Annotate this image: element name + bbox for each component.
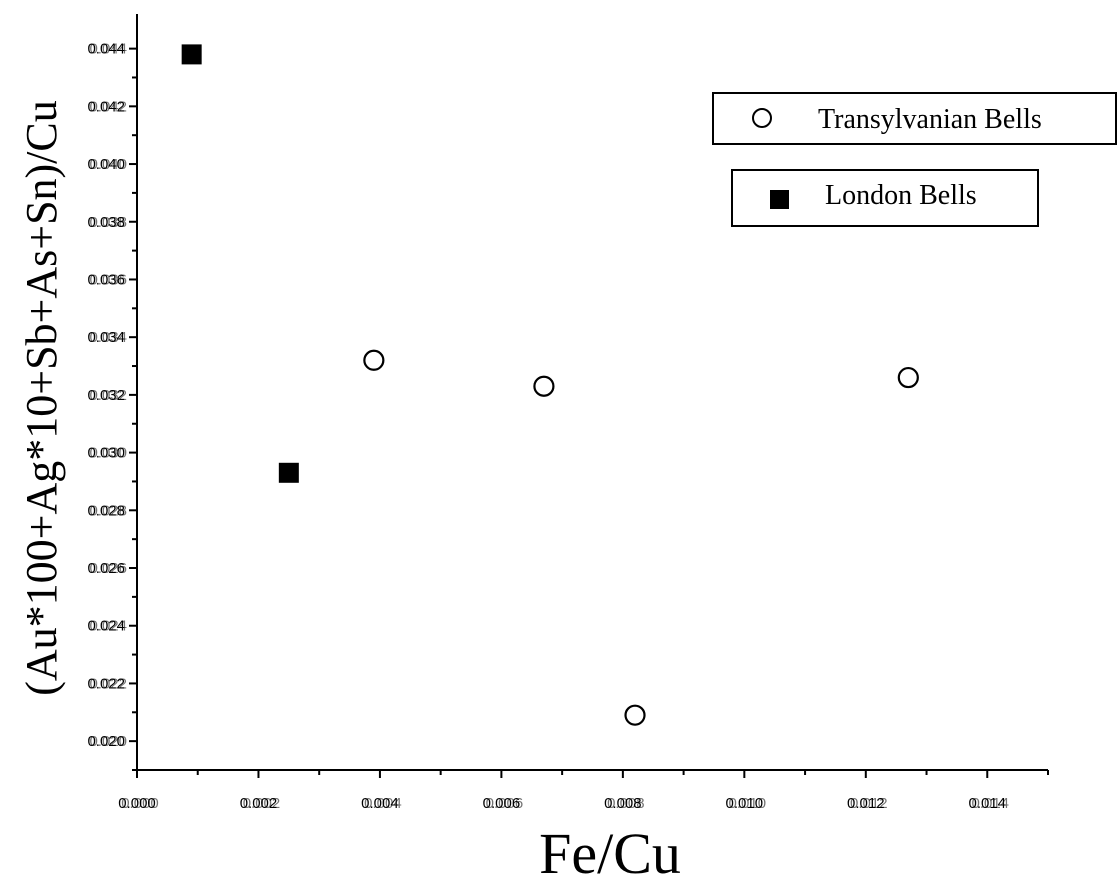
x-tick-label-shadow: 0.014	[971, 795, 1009, 812]
y-axis-title: (Au*100+Ag*10+Sb+As+Sn)/Cu	[17, 100, 66, 696]
y-tick-label: 0.034	[87, 329, 125, 346]
x-tick-label-shadow: 0.010	[729, 795, 767, 812]
x-tick-label: 0.004	[361, 795, 399, 812]
y-tick-label-shadow: 0.044	[89, 41, 127, 58]
y-tick-label-shadow: 0.032	[89, 387, 127, 404]
y-tick-label: 0.044	[87, 41, 125, 58]
transylvanian-bell-point	[363, 349, 385, 371]
x-tick-label-shadow: 0.000	[121, 795, 159, 812]
x-tick-label-shadow: 0.006	[486, 795, 524, 812]
y-axis-ticks: 0.0200.0200.0220.0220.0240.0240.0260.026…	[87, 41, 137, 771]
legend-marker-transylvanian	[752, 108, 772, 128]
x-tick-label: 0.010	[726, 795, 764, 812]
x-tick-label: 0.008	[604, 795, 642, 812]
y-tick-label-shadow: 0.042	[89, 98, 127, 115]
y-tick-label-shadow: 0.024	[89, 618, 127, 635]
transylvanian-bell-point	[533, 375, 555, 397]
y-tick-label-shadow: 0.020	[89, 733, 127, 750]
x-tick-label-shadow: 0.004	[364, 795, 402, 812]
y-tick-label: 0.028	[87, 502, 125, 519]
x-tick-label-shadow: 0.008	[607, 795, 645, 812]
data-points	[181, 44, 919, 726]
x-tick-label: 0.014	[968, 795, 1006, 812]
london-bell-point	[278, 462, 299, 483]
y-tick-label-shadow: 0.040	[89, 156, 127, 173]
y-tick-label-shadow: 0.028	[89, 502, 127, 519]
transylvanian-bell-point	[624, 704, 646, 726]
y-tick-label-shadow: 0.038	[89, 214, 127, 231]
y-tick-label: 0.032	[87, 387, 125, 404]
y-tick-label: 0.040	[87, 156, 125, 173]
x-tick-label-shadow: 0.002	[243, 795, 281, 812]
y-tick-label: 0.024	[87, 618, 125, 635]
y-tick-label: 0.038	[87, 214, 125, 231]
y-tick-label-shadow: 0.030	[89, 445, 127, 462]
legend-label-london: London Bells	[825, 180, 977, 211]
y-tick-label: 0.036	[87, 271, 125, 288]
x-tick-label: 0.000	[118, 795, 156, 812]
legend-box-transylvanian	[712, 92, 1117, 145]
x-tick-label-shadow: 0.012	[850, 795, 888, 812]
axes	[136, 14, 1048, 771]
legend: Transylvanian Bells London Bells	[712, 92, 1117, 227]
x-tick-label: 0.012	[847, 795, 885, 812]
y-tick-label-shadow: 0.026	[89, 560, 127, 577]
x-tick-label: 0.002	[240, 795, 278, 812]
y-tick-label-shadow: 0.036	[89, 271, 127, 288]
y-tick-label: 0.022	[87, 675, 125, 692]
y-tick-label-shadow: 0.034	[89, 329, 127, 346]
y-tick-label: 0.026	[87, 560, 125, 577]
london-bell-point	[181, 44, 202, 65]
y-tick-label-shadow: 0.022	[89, 675, 127, 692]
x-tick-label: 0.006	[483, 795, 521, 812]
y-tick-label: 0.020	[87, 733, 125, 750]
y-tick-label: 0.042	[87, 98, 125, 115]
x-axis-title: Fe/Cu	[539, 821, 681, 886]
transylvanian-bell-point	[897, 366, 919, 389]
y-tick-label: 0.030	[87, 445, 125, 462]
legend-label-transylvanian: Transylvanian Bells	[818, 104, 1042, 135]
legend-marker-london	[770, 190, 789, 209]
